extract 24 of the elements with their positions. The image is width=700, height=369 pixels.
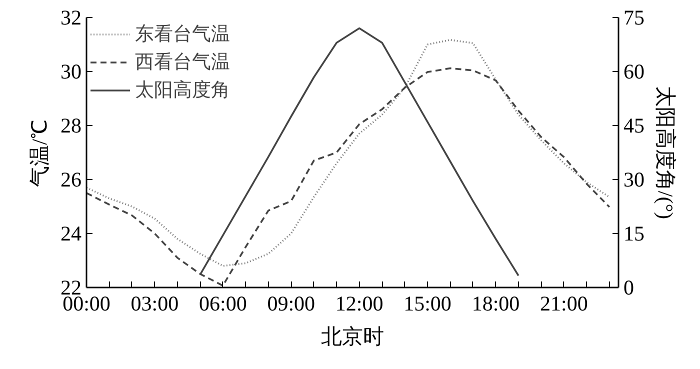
legend-label: 太阳高度角 — [135, 79, 230, 103]
x-tick-label: 21:00 — [540, 292, 588, 316]
y-axis-title: 气温/℃ — [28, 120, 52, 187]
y2-tick-label: 60 — [624, 60, 644, 84]
y2-tick-label: 75 — [624, 6, 644, 30]
y2-tick-label: 30 — [624, 168, 644, 192]
x-tick-label: 06:00 — [198, 292, 247, 316]
y2-axis-title: 太阳高度角/(°) — [654, 86, 678, 220]
y-tick-label: 24 — [60, 222, 82, 246]
y-tick-label: 30 — [60, 60, 82, 84]
x-tick-label: 03:00 — [130, 292, 179, 316]
y2-tick-label: 45 — [624, 114, 644, 138]
y2-tick-label: 15 — [624, 222, 644, 246]
y-tick-label: 28 — [60, 114, 82, 138]
x-tick-label: 12:00 — [335, 292, 384, 316]
legend-label: 东看台气温 — [135, 23, 230, 47]
x-tick-label: 15:00 — [404, 292, 452, 316]
legend-label: 西看台气温 — [135, 51, 230, 75]
y-tick-label: 32 — [60, 6, 82, 30]
x-tick-label: 09:00 — [267, 292, 316, 316]
x-tick-label: 18:00 — [472, 292, 520, 316]
x-axis-title: 北京时 — [321, 324, 384, 348]
y-tick-label: 26 — [60, 168, 82, 192]
y2-tick-label: 0 — [624, 276, 634, 300]
